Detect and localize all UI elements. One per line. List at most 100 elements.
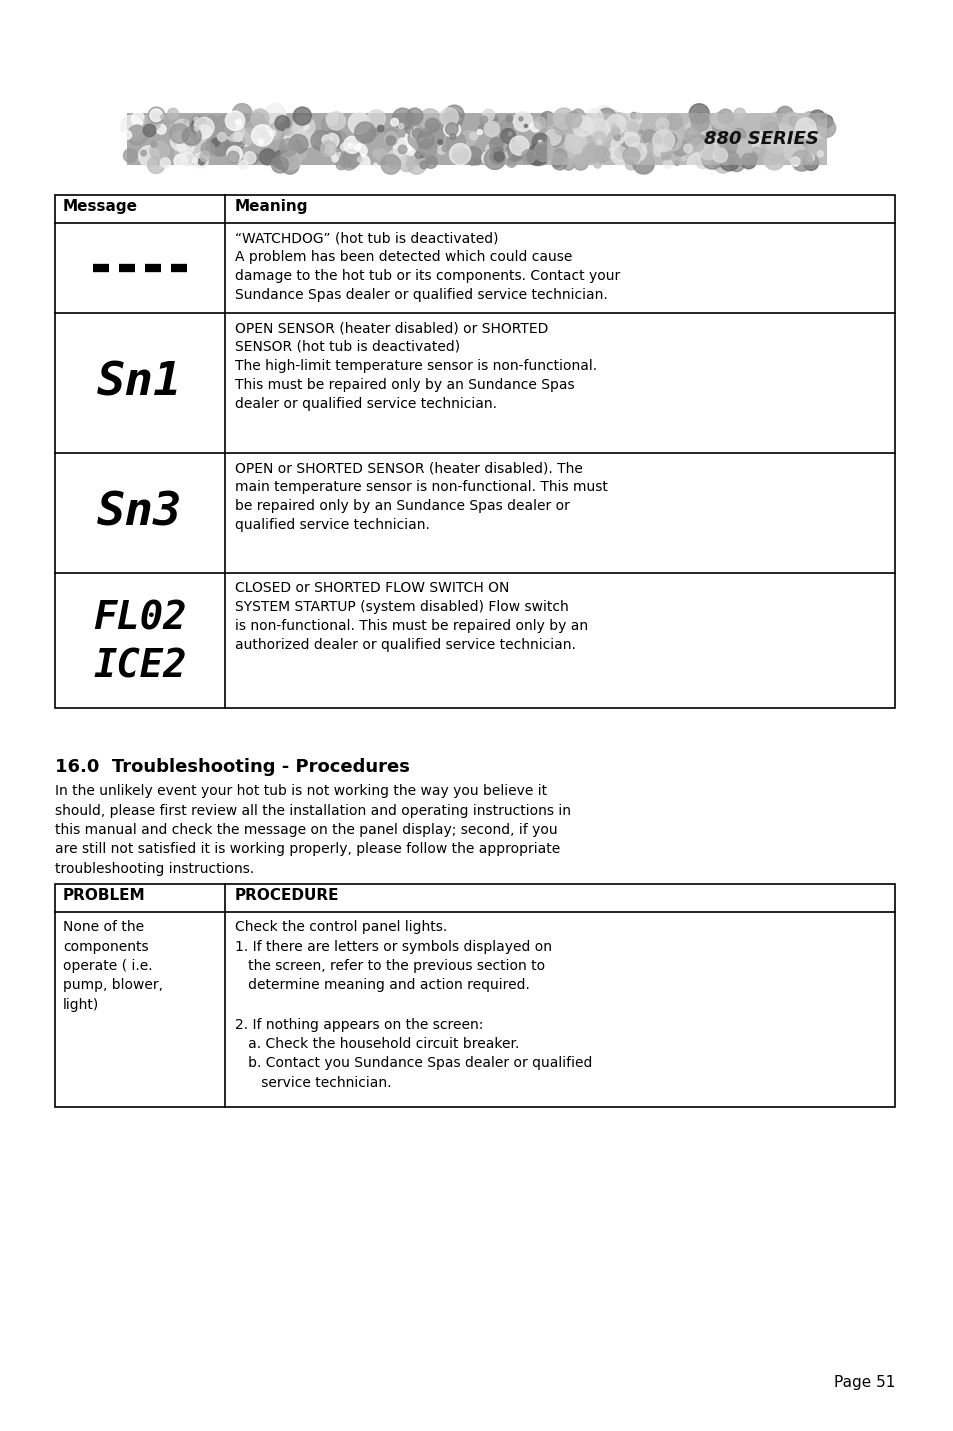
Circle shape [700,123,711,135]
Text: 880 SERIES: 880 SERIES [703,130,818,147]
Text: In the unlikely event your hot tub is not working the way you believe it
should,: In the unlikely event your hot tub is no… [55,784,571,876]
Circle shape [616,152,624,162]
Circle shape [374,163,376,166]
Circle shape [691,113,708,132]
Circle shape [406,107,422,124]
Circle shape [517,139,528,149]
Circle shape [353,145,367,157]
Circle shape [479,116,487,124]
Circle shape [601,110,619,127]
Circle shape [293,107,311,124]
Circle shape [340,143,347,150]
Text: CLOSED or SHORTED FLOW SWITCH ON
SYSTEM STARTUP (system disabled) Flow switch
is: CLOSED or SHORTED FLOW SWITCH ON SYSTEM … [234,581,587,653]
Circle shape [513,112,532,132]
Circle shape [718,109,732,124]
Circle shape [794,162,800,167]
Circle shape [609,113,629,133]
Circle shape [425,119,439,132]
Circle shape [588,122,598,132]
Circle shape [233,103,252,123]
Circle shape [643,143,652,152]
Bar [55,884,894,1108]
Circle shape [789,130,804,146]
Circle shape [795,117,815,139]
Circle shape [713,155,732,173]
Circle shape [228,152,239,163]
Circle shape [817,119,835,137]
Circle shape [511,146,516,150]
Circle shape [384,129,397,142]
Circle shape [355,122,375,143]
Circle shape [552,153,560,162]
Circle shape [335,160,346,170]
Circle shape [211,136,230,156]
Circle shape [743,152,757,165]
Circle shape [700,147,722,169]
Circle shape [449,133,456,139]
Circle shape [443,123,456,136]
Circle shape [679,142,694,156]
Circle shape [171,130,191,150]
Text: Sn1: Sn1 [97,361,183,405]
Circle shape [639,130,642,133]
Circle shape [564,142,585,162]
Circle shape [709,157,713,162]
Circle shape [663,136,677,149]
Circle shape [180,152,194,166]
Circle shape [485,145,494,152]
Circle shape [552,156,562,167]
Circle shape [544,127,563,147]
Circle shape [339,155,352,167]
Circle shape [715,149,723,157]
Circle shape [197,124,212,139]
Circle shape [449,133,456,139]
Circle shape [238,160,247,169]
Circle shape [284,129,291,136]
Circle shape [755,137,760,143]
Circle shape [325,130,347,152]
Circle shape [478,124,484,132]
Circle shape [764,119,774,129]
Circle shape [485,149,505,169]
Circle shape [534,142,553,162]
Circle shape [730,142,737,147]
Circle shape [695,155,709,169]
Circle shape [274,116,290,130]
Circle shape [327,112,345,130]
Circle shape [611,127,619,136]
Circle shape [323,130,341,149]
Circle shape [814,117,823,127]
Circle shape [191,117,208,136]
Text: PROCEDURE: PROCEDURE [234,889,339,903]
Circle shape [194,126,199,130]
Circle shape [474,157,480,165]
Circle shape [332,150,340,160]
Circle shape [572,116,593,136]
Circle shape [266,123,274,132]
Circle shape [604,130,614,140]
Circle shape [732,129,745,142]
Circle shape [193,153,209,167]
Circle shape [174,146,188,159]
Circle shape [527,143,549,166]
Circle shape [408,130,426,149]
Circle shape [148,107,165,123]
Circle shape [670,145,674,147]
Circle shape [683,145,692,153]
Circle shape [674,160,679,166]
Circle shape [763,149,784,170]
Circle shape [332,156,337,162]
Circle shape [405,129,424,147]
Circle shape [297,129,305,137]
Circle shape [420,153,424,157]
Circle shape [182,127,201,146]
Circle shape [489,137,502,152]
Circle shape [803,112,812,120]
Circle shape [273,150,292,169]
Circle shape [288,143,307,162]
Circle shape [441,146,448,152]
Circle shape [622,147,639,165]
Circle shape [681,156,685,160]
Circle shape [320,142,335,156]
Circle shape [198,157,205,165]
